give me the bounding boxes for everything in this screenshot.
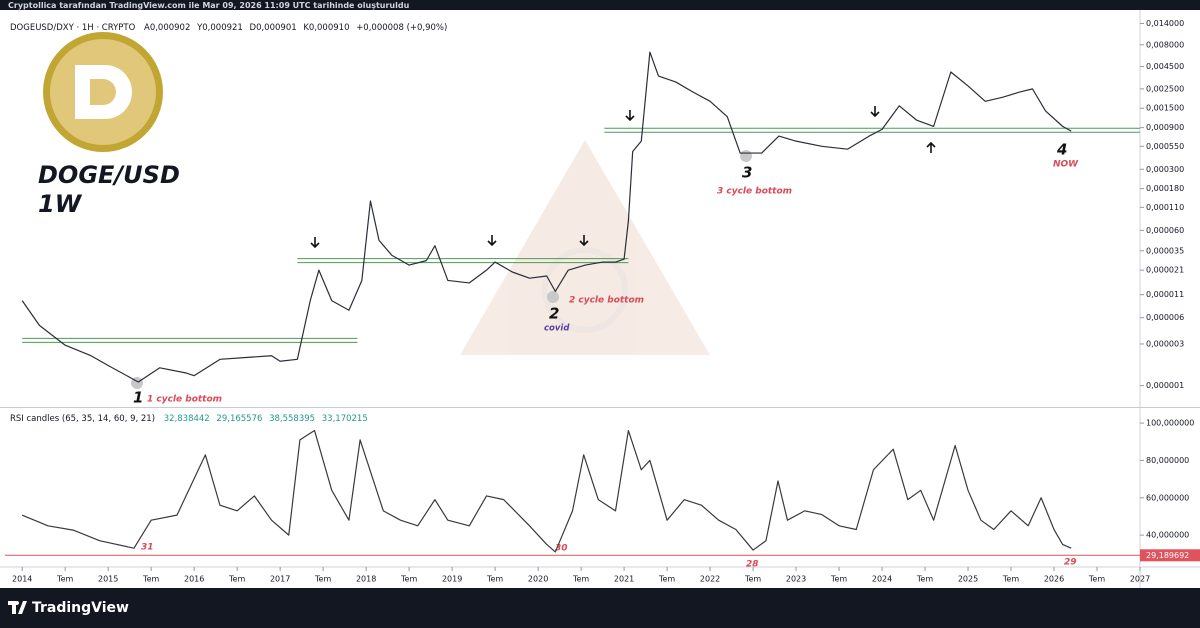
- x-tick-label: Tem: [916, 575, 933, 584]
- x-tick-label: 2026: [1044, 575, 1064, 584]
- y-tick-label: 80,000000: [1146, 456, 1189, 465]
- x-tick-label: Tem: [1088, 575, 1105, 584]
- rsi-annotation: 30: [555, 544, 568, 554]
- x-tick-label: Tem: [1002, 575, 1019, 584]
- y-tick-label: 0,004500: [1146, 62, 1184, 71]
- symbol: DOGEUSD/DXY · 1H · CRYPTO: [10, 23, 136, 33]
- x-tick-label: 2027: [1130, 575, 1150, 584]
- rsi-readout: 38,558395: [269, 414, 315, 424]
- hline-label: 29,189692: [1146, 551, 1189, 560]
- x-tick-label: 2024: [872, 575, 892, 584]
- x-tick-label: 2018: [356, 575, 376, 584]
- y-tick-label: 0,014000: [1146, 19, 1184, 28]
- y-tick-label: 40,000000: [1146, 531, 1189, 540]
- annotation: covid: [544, 324, 570, 334]
- y-tick-label: 0,000900: [1146, 123, 1184, 132]
- y-tick-label: 0,000035: [1146, 246, 1184, 255]
- y-tick-label: 0,002500: [1146, 84, 1184, 93]
- y-tick-label: 0,000011: [1146, 290, 1184, 299]
- data-line: [21, 51, 1072, 383]
- rsi-readout: 29,165576: [216, 414, 262, 424]
- x-tick-label: Tem: [314, 575, 331, 584]
- rsi-readout: 32,838442: [164, 414, 210, 424]
- y-tick-label: 100,000000: [1146, 419, 1194, 428]
- y-tick-label: 0,001500: [1146, 104, 1184, 113]
- x-tick-label: 2019: [442, 575, 462, 584]
- chart-background: [0, 10, 1200, 588]
- rsi-readout: 33,170215: [322, 414, 368, 424]
- x-tick-label: Tem: [830, 575, 847, 584]
- y-tick-label: 60,000000: [1146, 493, 1189, 502]
- x-tick-label: Tem: [744, 575, 761, 584]
- watermark: [460, 140, 710, 355]
- y-tick-label: 0,000060: [1146, 226, 1184, 235]
- x-tick-label: Tem: [56, 575, 73, 584]
- x-tick-label: Tem: [486, 575, 503, 584]
- rsi-title: RSI candles (65, 35, 14, 60, 9, 21): [10, 414, 155, 424]
- ohlc-low: D0,000901: [250, 23, 297, 33]
- doge-logo: [43, 32, 163, 152]
- arrows: [310, 106, 936, 249]
- ohlc-close: K0,000910: [303, 23, 349, 33]
- annotation: 1: [133, 389, 143, 407]
- hline-tag: [1140, 549, 1200, 562]
- x-tick-label: Tem: [400, 575, 417, 584]
- rsi-annotation: 31: [141, 543, 154, 553]
- ohlc-high: Y0,000921: [196, 23, 243, 33]
- x-tick-label: 2016: [184, 575, 204, 584]
- annotation: 2: [549, 305, 559, 323]
- header-bar: [0, 0, 1200, 10]
- tv-logo: [8, 601, 27, 614]
- footer-bar: [0, 588, 1200, 628]
- x-tick-label: 2014: [12, 575, 32, 584]
- ohlc-open: A0,000902: [144, 23, 190, 33]
- annotation: 4: [1056, 141, 1067, 159]
- annotation: 3 cycle bottom: [717, 187, 792, 197]
- x-tick-label: 2023: [786, 575, 806, 584]
- x-tick-label: 2015: [98, 575, 118, 584]
- x-tick-label: 2017: [270, 575, 290, 584]
- y-tick-label: 0,000110: [1146, 203, 1184, 212]
- annotation: 2 cycle bottom: [569, 296, 644, 306]
- rsi-annotation: 29: [1064, 558, 1077, 568]
- data-line: [21, 429, 1072, 553]
- annotation: NOW: [1053, 160, 1079, 170]
- cycle-dots: [131, 150, 752, 389]
- y-tick-label: 0,000180: [1146, 184, 1184, 193]
- x-tick-label: Tem: [658, 575, 675, 584]
- footer-brand[interactable]: TradingView: [32, 600, 129, 616]
- x-tick-label: 2020: [528, 575, 548, 584]
- y-tick-label: 0,000003: [1146, 339, 1184, 348]
- annotation: 1 cycle bottom: [147, 395, 222, 405]
- y-tick-label: 0,000300: [1146, 165, 1184, 174]
- x-tick-label: Tem: [228, 575, 245, 584]
- ohlc-change: +0,000008 (+0,90%): [356, 23, 447, 33]
- overlay-title: DOGE/USD: [38, 161, 180, 189]
- x-tick-label: Tem: [142, 575, 159, 584]
- y-tick-label: 0,000550: [1146, 142, 1184, 151]
- x-tick-label: Tem: [572, 575, 589, 584]
- y-tick-label: 0,000001: [1146, 381, 1184, 390]
- symbol-legend: DOGEUSD/DXY · 1H · CRYPTO A0,000902 Y0,0…: [10, 23, 447, 33]
- y-tick-label: 0,000006: [1146, 313, 1184, 322]
- rsi-legend: RSI candles (65, 35, 14, 60, 9, 21) 32,8…: [10, 414, 368, 424]
- x-tick-label: 2021: [614, 575, 634, 584]
- y-tick-label: 0,008000: [1146, 40, 1184, 49]
- header-text: Cryptollica tarafından TradingView.com i…: [8, 1, 410, 10]
- annotation: 3: [742, 164, 752, 182]
- rsi-annotation: 28: [746, 560, 759, 570]
- y-tick-label: 0,000021: [1146, 266, 1184, 275]
- x-tick-label: 2022: [700, 575, 720, 584]
- x-tick-label: 2025: [958, 575, 978, 584]
- overlay-subtitle: 1W: [38, 190, 83, 218]
